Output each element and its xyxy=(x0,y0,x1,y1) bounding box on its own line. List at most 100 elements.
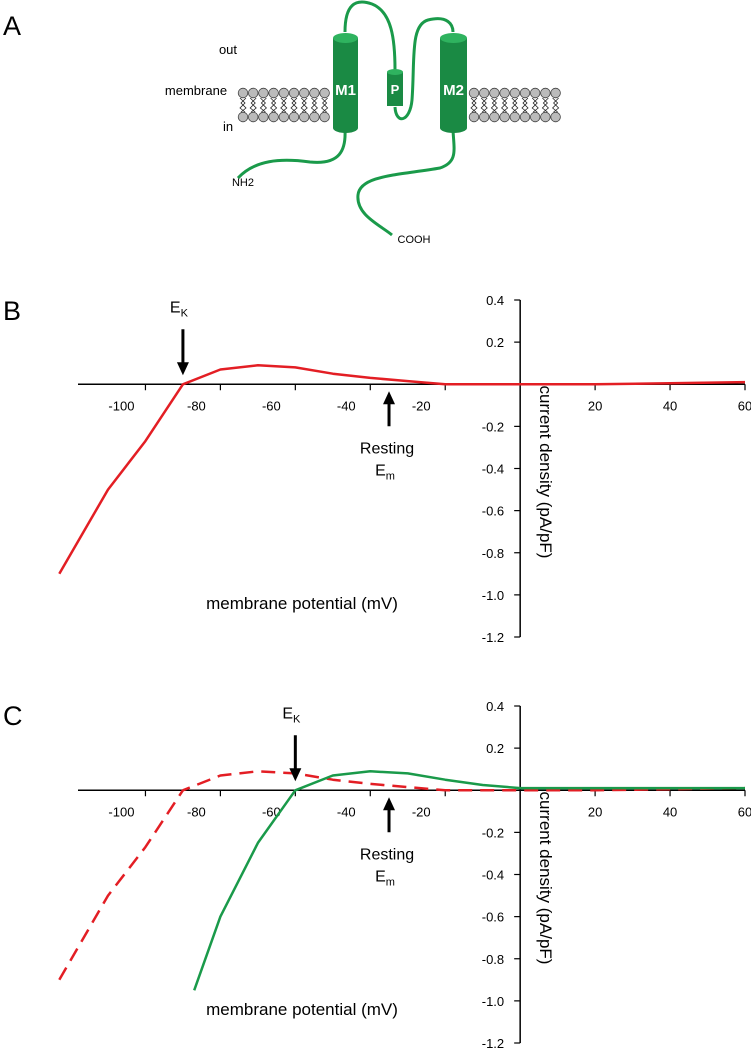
lipid-head xyxy=(499,111,510,123)
lipid-head xyxy=(237,111,249,123)
lipid-head xyxy=(258,87,269,99)
y-tick-label: -0.8 xyxy=(482,952,504,967)
y-tick-label: 0.2 xyxy=(486,335,504,350)
lipid-tail xyxy=(249,97,257,113)
lipid-head xyxy=(278,87,290,99)
x-tick-label: -40 xyxy=(337,398,356,413)
lipid-tail xyxy=(290,97,298,113)
annotation: EK xyxy=(282,705,301,725)
label: membrane xyxy=(165,83,227,98)
lipid-head xyxy=(540,87,551,99)
lipid-tail xyxy=(480,97,488,113)
series-line xyxy=(193,770,745,991)
lipid-tail xyxy=(501,97,509,113)
lipid-head xyxy=(468,87,480,99)
y-tick-label: -0.2 xyxy=(482,825,504,840)
annotation-subscript: K xyxy=(181,307,189,319)
x-tick-label: -40 xyxy=(337,804,356,819)
lipid-head xyxy=(540,111,551,123)
pore-helix xyxy=(387,72,403,106)
annotation-text: E xyxy=(375,462,386,479)
annotation-subscript: K xyxy=(293,713,301,725)
lipid-head xyxy=(237,87,249,99)
annotation-text: E xyxy=(282,705,293,722)
x-tick-label: -60 xyxy=(262,398,281,413)
lipid-head xyxy=(309,87,320,99)
lipid-tail xyxy=(470,97,478,113)
y-tick-label: -0.4 xyxy=(482,462,504,477)
series-line xyxy=(58,770,746,981)
chart: -100 -80 -60 -40 -20 20 40 60 0.4 0.2 -0.2 -0.4 -0.6… xyxy=(58,293,751,645)
lipid-head xyxy=(299,111,310,123)
panel-label: A xyxy=(3,11,21,41)
lipid-head xyxy=(489,111,500,123)
lipid-head xyxy=(288,87,300,99)
label: COOH xyxy=(398,234,431,246)
lipid-tail xyxy=(270,97,278,113)
helix-top xyxy=(387,69,403,75)
y-tick-label: -1.2 xyxy=(482,1036,504,1050)
lipid-head xyxy=(319,111,330,123)
label: out xyxy=(219,42,237,57)
c-terminus xyxy=(356,129,456,237)
y-tick-label: 0.4 xyxy=(486,699,504,714)
lipid-head xyxy=(479,111,490,123)
segment-label: M1 xyxy=(335,82,356,99)
x-tick-label: 40 xyxy=(663,398,677,413)
lipid-head xyxy=(499,87,510,99)
x-tick-label: -100 xyxy=(108,398,134,413)
lipid-head xyxy=(309,111,320,123)
lipid-head xyxy=(278,111,290,123)
helix xyxy=(440,38,467,128)
y-tick-label: 0.2 xyxy=(486,741,504,756)
n-terminus xyxy=(236,129,347,180)
panel-label: B xyxy=(3,296,21,326)
lipid-head xyxy=(479,87,490,99)
lipid-tail xyxy=(321,97,329,113)
y-axis-label: current density (pA/pF) xyxy=(536,386,555,559)
panel-label: C xyxy=(3,701,23,731)
loop xyxy=(393,17,455,120)
annotation: EK xyxy=(170,299,189,319)
x-tick-label: -60 xyxy=(262,804,281,819)
x-tick-label: -80 xyxy=(187,804,206,819)
y-tick-label: -1.0 xyxy=(482,588,504,603)
lipid-head xyxy=(550,87,561,99)
lipid-tail xyxy=(552,97,560,113)
lipid-tail xyxy=(490,97,498,113)
lipid-tail xyxy=(310,97,318,113)
helix-bottom xyxy=(440,123,467,133)
helix-top xyxy=(440,33,467,43)
lipid-tail xyxy=(259,97,267,113)
lipid-head xyxy=(258,111,269,123)
lipid-head xyxy=(288,111,300,123)
lipid-head xyxy=(530,87,541,99)
lipid-tail xyxy=(521,97,529,113)
label: NH2 xyxy=(232,177,254,189)
arrow-head xyxy=(383,391,396,405)
lipid-head xyxy=(509,111,521,123)
annotation-subscript: m xyxy=(386,470,395,482)
chart: -100 -80 -60 -40 -20 20 40 60 0.4 0.2 -0.2 -0.4 -0.6… xyxy=(58,699,751,1051)
helix xyxy=(333,38,358,128)
lipid-head xyxy=(299,87,310,99)
annotation: Em xyxy=(375,868,395,888)
lipid-head xyxy=(268,111,279,123)
lipid-tail xyxy=(531,97,539,113)
lipid-tail xyxy=(280,97,288,113)
lipid-head xyxy=(268,87,279,99)
label: in xyxy=(223,119,233,134)
lipid-tail xyxy=(300,97,308,113)
lipid-head xyxy=(247,87,259,99)
segment-label: M2 xyxy=(443,82,464,99)
lipid-head xyxy=(319,87,330,99)
arrow-head xyxy=(383,797,396,811)
y-tick-label: -0.6 xyxy=(482,504,504,519)
annotation-text: E xyxy=(375,868,386,885)
y-tick-label: -1.0 xyxy=(482,994,504,1009)
annotation-text: E xyxy=(170,299,181,316)
y-tick-label: -0.6 xyxy=(482,910,504,925)
helix-top xyxy=(333,33,358,43)
arrow-head xyxy=(289,768,302,782)
